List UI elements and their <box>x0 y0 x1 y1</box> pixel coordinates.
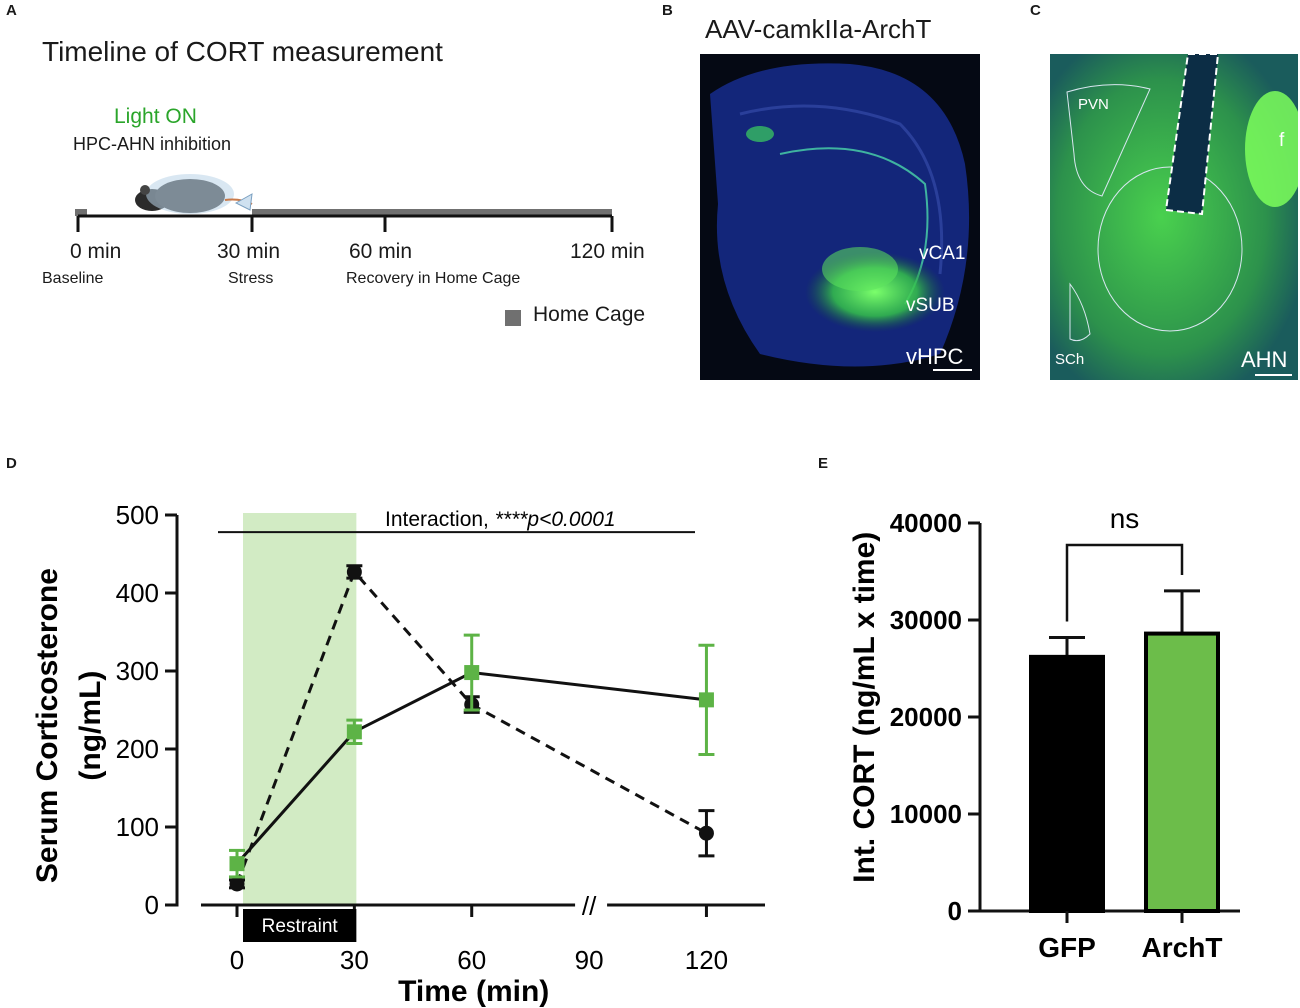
data-point-archt <box>698 692 714 708</box>
label-vhpc: vHPC <box>906 344 964 369</box>
data-point-archt <box>346 724 362 740</box>
bar-archt <box>1144 631 1220 914</box>
label-ahn: AHN <box>1241 347 1288 372</box>
x-tick-label: 0 <box>230 945 244 975</box>
timeline-tick-120: 120 min <box>570 240 645 263</box>
bar-y-tick-label: 20000 <box>890 702 962 732</box>
data-point-archt <box>229 856 245 872</box>
label-pvn: PVN <box>1078 96 1109 113</box>
interaction-pvalue: ****p<0.0001 <box>495 508 616 531</box>
restraint-bar <box>243 909 357 942</box>
panel-letter-a: A <box>6 2 17 19</box>
y-tick-label: 400 <box>116 578 159 608</box>
label-vsub: vSUB <box>906 295 955 316</box>
timeline-tick-0: 0 min <box>70 240 122 263</box>
home-cage-legend-swatch <box>505 310 521 326</box>
bar-category-label: ArchT <box>1142 932 1223 963</box>
bar-y-tick-label: 0 <box>948 896 962 926</box>
panel-letter-c: C <box>1030 2 1041 19</box>
data-point-gfp <box>346 564 362 580</box>
timeline-tick-60: 60 min <box>349 240 413 263</box>
line-chart: 0 100 200 300 400 500 0 30 60 90 120 Serum Cortico… <box>31 500 765 1008</box>
x-tick-label: 60 <box>457 945 486 975</box>
home-cage-legend-label: Home Cage <box>533 303 646 326</box>
timeline-axis <box>75 174 614 232</box>
bar-gfp <box>1029 654 1105 913</box>
y-tick-label: 100 <box>116 812 159 842</box>
phase-stress: Stress <box>228 270 274 287</box>
y-tick-label: 200 <box>116 734 159 764</box>
axis-break: // <box>582 891 597 921</box>
panel-letter-b: B <box>662 2 673 19</box>
timeline-tick-30: 30 min <box>217 240 281 263</box>
hpc-ahn-inhibition-label: HPC-AHN inhibition <box>73 134 232 154</box>
significance-bracket <box>1065 543 1184 622</box>
timeline-title: Timeline of CORT measurement <box>42 36 443 67</box>
vhpc-micrograph-image <box>710 63 972 371</box>
bar-y-tick-label: 30000 <box>890 605 962 635</box>
bar-category-label: GFP <box>1038 932 1096 963</box>
phase-baseline: Baseline <box>42 270 104 287</box>
x-tick-label: 90 <box>575 945 604 975</box>
panel-letter-e: E <box>818 455 829 472</box>
interaction-annotation: Interaction, ****p<0.0001 <box>385 508 616 531</box>
data-point-gfp <box>229 876 245 892</box>
interaction-prefix: Interaction, <box>385 508 495 531</box>
bar-y-tick-label: 40000 <box>890 508 962 538</box>
series-line-archt <box>235 671 707 865</box>
ahn-micrograph-image <box>1050 54 1298 380</box>
y-axis-title-line1: Serum Corticosterone <box>31 568 64 883</box>
ahn-micrograph: PVN f SCh AHN <box>1050 54 1298 380</box>
y-tick-label: 300 <box>116 656 159 686</box>
vhpc-micrograph: vCA1 vSUB vHPC <box>700 54 980 380</box>
light-on-label: Light ON <box>114 105 197 128</box>
panel-b-title: AAV-camkIIa-ArchT <box>705 14 932 44</box>
restraint-label: Restraint <box>262 916 339 937</box>
x-tick-label: 120 <box>685 945 728 975</box>
mouse-illustration <box>135 174 253 214</box>
y-tick-label: 0 <box>145 890 159 920</box>
y-axis-title-line2: (ng/mL) <box>74 671 107 781</box>
restraint-shaded-region <box>243 513 357 905</box>
label-fornix: f <box>1279 130 1285 151</box>
y-tick-label: 500 <box>116 500 159 530</box>
bar-y-tick-label: 10000 <box>890 799 962 829</box>
x-tick-label: 30 <box>340 945 369 975</box>
data-point-gfp <box>698 825 714 841</box>
bar-chart: 0 10000 20000 30000 40000 GFP ArchT Int. CORT … <box>848 503 1240 963</box>
x-axis-title: Time (min) <box>398 975 549 1008</box>
significance-label: ns <box>1110 503 1140 534</box>
panel-letter-d: D <box>6 455 17 472</box>
label-sch: SCh <box>1055 351 1085 368</box>
phase-recovery: Recovery in Home Cage <box>346 270 521 287</box>
data-point-archt <box>464 665 480 681</box>
bar-y-axis-title: Int. CORT (ng/mL x time) <box>848 532 881 883</box>
label-vca1: vCA1 <box>919 243 966 264</box>
